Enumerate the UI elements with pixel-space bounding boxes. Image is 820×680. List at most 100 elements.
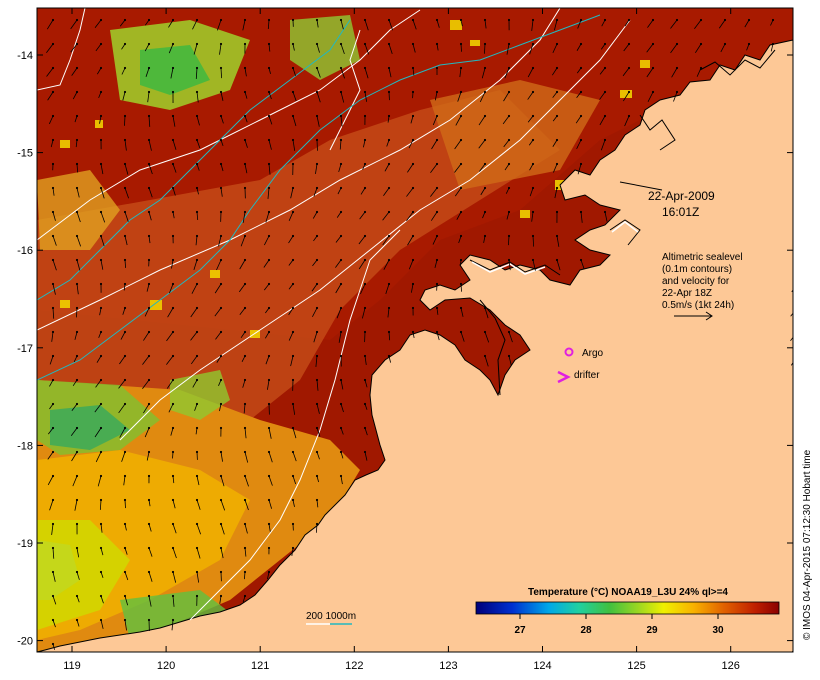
velocity-vector-dot xyxy=(75,450,79,454)
velocity-vector xyxy=(243,403,246,414)
velocity-vector xyxy=(362,307,366,319)
velocity-vector-dot xyxy=(651,42,655,46)
velocity-vector xyxy=(219,43,222,55)
velocity-vector xyxy=(290,355,294,367)
velocity-vector xyxy=(484,19,487,29)
velocity-vector-dot xyxy=(291,114,295,118)
velocity-vector xyxy=(169,283,174,294)
velocity-vector-dot xyxy=(147,426,151,430)
velocity-vector xyxy=(336,307,342,319)
velocity-vector xyxy=(71,451,78,462)
velocity-vector xyxy=(364,451,368,461)
velocity-vector xyxy=(554,19,558,31)
note-line-3: and velocity for xyxy=(662,276,730,287)
velocity-vector-dot xyxy=(796,211,798,213)
velocity-vector-dot xyxy=(723,42,727,46)
velocity-vector xyxy=(316,115,320,127)
velocity-vector-dot xyxy=(267,378,271,382)
velocity-vector-dot xyxy=(99,282,103,286)
velocity-vector-dot xyxy=(99,618,103,622)
velocity-vector-dot xyxy=(123,522,127,526)
velocity-vector-dot xyxy=(603,114,607,118)
velocity-vector-dot xyxy=(411,162,415,166)
velocity-vector-dot xyxy=(51,66,55,70)
velocity-vector xyxy=(220,475,225,487)
velocity-vector-dot xyxy=(267,426,271,430)
velocity-vector-dot xyxy=(75,66,79,70)
velocity-vector xyxy=(576,139,582,149)
timestamp-annotation: 22-Apr-2009 16:01Z xyxy=(619,181,715,219)
velocity-vector-dot xyxy=(171,282,175,286)
velocity-vector xyxy=(168,43,174,54)
velocity-vector xyxy=(267,379,270,390)
velocity-vector-dot xyxy=(219,90,223,94)
velocity-vector-dot xyxy=(291,426,295,430)
velocity-vector-dot xyxy=(315,282,319,286)
velocity-vector xyxy=(123,475,126,486)
velocity-vector-dot xyxy=(123,354,127,358)
velocity-vector xyxy=(49,379,54,387)
velocity-vector-dot xyxy=(75,234,79,238)
velocity-vector xyxy=(288,235,294,244)
velocity-vector-dot xyxy=(796,475,798,477)
velocity-vector xyxy=(148,211,152,221)
velocity-vector-dot xyxy=(75,138,79,142)
velocity-vector xyxy=(76,259,81,271)
velocity-vector xyxy=(552,91,558,98)
velocity-vector xyxy=(124,259,127,268)
velocity-vector xyxy=(575,115,582,124)
velocity-vector-dot xyxy=(243,474,247,478)
lat-label: -16 xyxy=(17,245,33,257)
velocity-vector xyxy=(264,331,270,339)
velocity-vector xyxy=(797,92,800,103)
velocity-vector xyxy=(196,499,201,510)
velocity-vector xyxy=(388,43,393,54)
velocity-vector xyxy=(384,163,390,172)
velocity-vector xyxy=(694,19,702,29)
velocity-vector-dot xyxy=(75,354,79,358)
velocity-vector-dot xyxy=(51,618,55,622)
velocity-vector-dot xyxy=(699,66,703,70)
velocity-vector-dot xyxy=(171,138,175,142)
velocity-vector-dot xyxy=(147,186,151,190)
velocity-vector-dot xyxy=(123,306,127,310)
velocity-vector-dot xyxy=(315,90,319,94)
velocity-vector-dot xyxy=(531,162,535,166)
velocity-vector xyxy=(292,499,295,507)
velocity-vector-dot xyxy=(123,114,127,118)
colorbar-tick-label: 27 xyxy=(514,625,526,636)
velocity-vector xyxy=(720,43,726,53)
lon-label: 122 xyxy=(345,660,363,672)
velocity-vector-dot xyxy=(315,402,319,406)
velocity-vector-dot xyxy=(147,354,151,358)
velocity-vector-dot xyxy=(171,498,175,502)
velocity-vector xyxy=(340,379,344,390)
velocity-vector xyxy=(406,187,414,197)
velocity-vector xyxy=(622,67,630,77)
velocity-vector xyxy=(146,451,150,461)
sealevel-contours xyxy=(37,8,631,621)
velocity-vector xyxy=(196,139,201,149)
velocity-vector xyxy=(460,307,464,317)
velocity-vector-dot xyxy=(315,426,319,430)
velocity-vector xyxy=(311,283,318,292)
velocity-vector-dot xyxy=(99,18,103,22)
velocity-vector xyxy=(148,523,152,532)
velocity-vector xyxy=(100,547,104,556)
velocity-vector-dot xyxy=(123,210,127,214)
velocity-vector xyxy=(336,211,342,218)
velocity-vector xyxy=(242,211,246,223)
velocity-vector-dot xyxy=(339,234,343,238)
velocity-vector xyxy=(456,211,462,220)
velocity-vector xyxy=(646,67,654,78)
velocity-vector xyxy=(458,235,462,244)
velocity-vector-dot xyxy=(411,186,415,190)
velocity-vector xyxy=(364,19,369,31)
velocity-vector xyxy=(72,91,78,100)
velocity-vector-dot xyxy=(483,42,487,46)
velocity-vector xyxy=(292,91,297,102)
velocity-vector xyxy=(46,43,54,54)
velocity-vector-dot xyxy=(75,330,79,334)
velocity-vector-dot xyxy=(796,115,798,117)
drifter-icon xyxy=(557,370,571,384)
